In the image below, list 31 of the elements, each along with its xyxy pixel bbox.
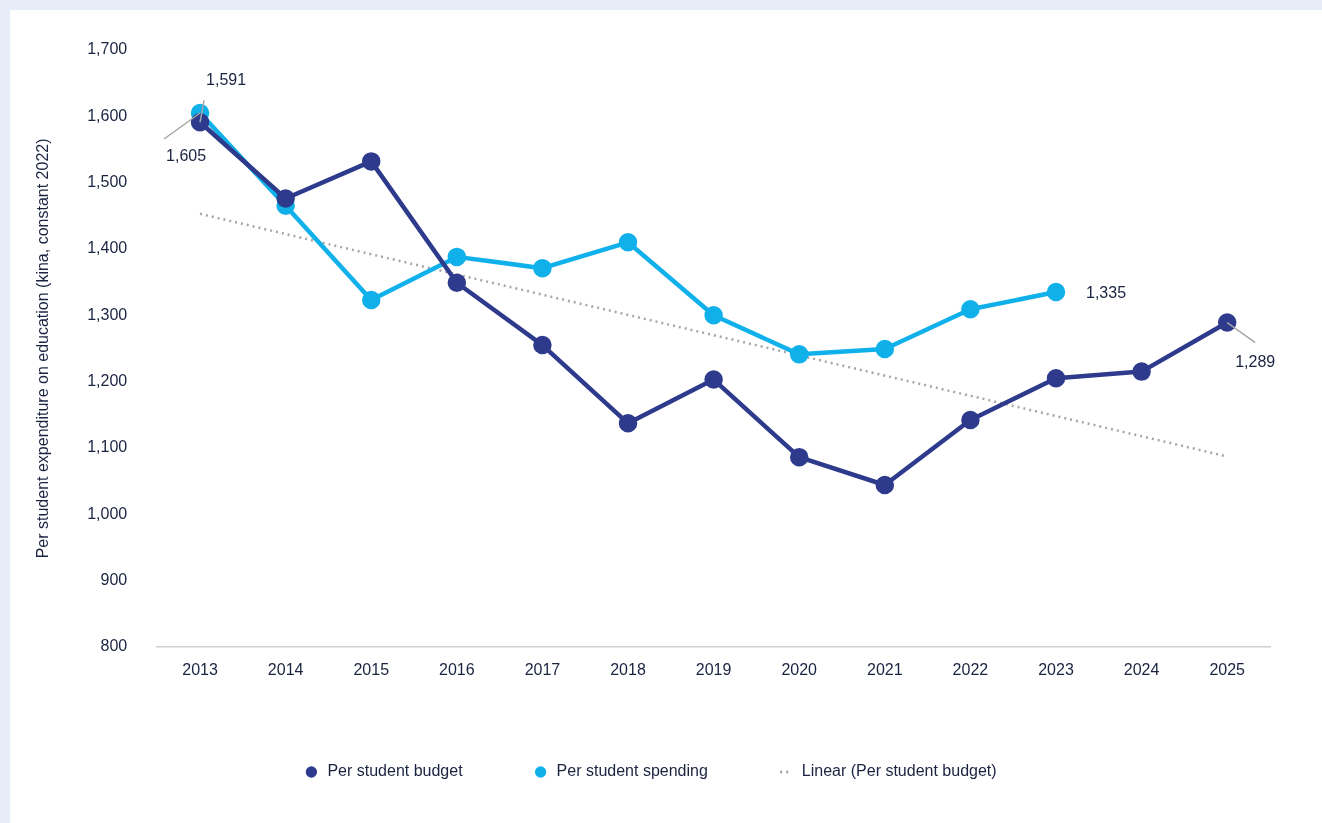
- x-tick-label: 2024: [1123, 660, 1160, 678]
- y-tick-label: 1,600: [87, 106, 128, 124]
- y-axis-title: Per student expenditure on education (kina, constant 2022): [34, 138, 52, 559]
- x-tick-label: 2020: [781, 660, 818, 678]
- x-tick-label: 2025: [1209, 660, 1246, 678]
- y-tick-label: 1,400: [87, 239, 128, 257]
- data-label: 1,335: [1086, 284, 1127, 302]
- x-tick-label: 2017: [524, 660, 561, 678]
- legend-label: Linear (Per student budget): [801, 762, 997, 780]
- x-tick-label: 2015: [353, 660, 390, 678]
- y-tick-label: 1,100: [87, 438, 128, 456]
- x-tick-label: 2019: [695, 660, 732, 678]
- x-tick-label: 2016: [439, 660, 475, 678]
- y-tick-label: 1,300: [87, 305, 128, 323]
- data-label: 1,605: [166, 147, 207, 165]
- legend-label: Per student spending: [556, 762, 708, 780]
- y-tick-label: 1,000: [87, 504, 128, 522]
- data-label: 1,289: [1235, 352, 1276, 370]
- y-tick-label: 900: [100, 570, 128, 588]
- x-tick-label: 2014: [267, 660, 304, 678]
- x-tick-label: 2023: [1038, 660, 1074, 678]
- x-tick-label: 2018: [610, 660, 646, 678]
- x-tick-label: 2021: [867, 660, 903, 678]
- y-tick-label: 1,500: [87, 173, 128, 191]
- legend-label: Per student budget: [327, 762, 464, 780]
- y-tick-label: 1,200: [87, 371, 128, 389]
- x-tick-label: 2022: [952, 660, 989, 678]
- data-label: 1,591: [206, 70, 247, 88]
- y-tick-label: 800: [100, 637, 128, 655]
- y-tick-label: 1,700: [87, 40, 128, 58]
- x-tick-label: 2013: [182, 660, 218, 678]
